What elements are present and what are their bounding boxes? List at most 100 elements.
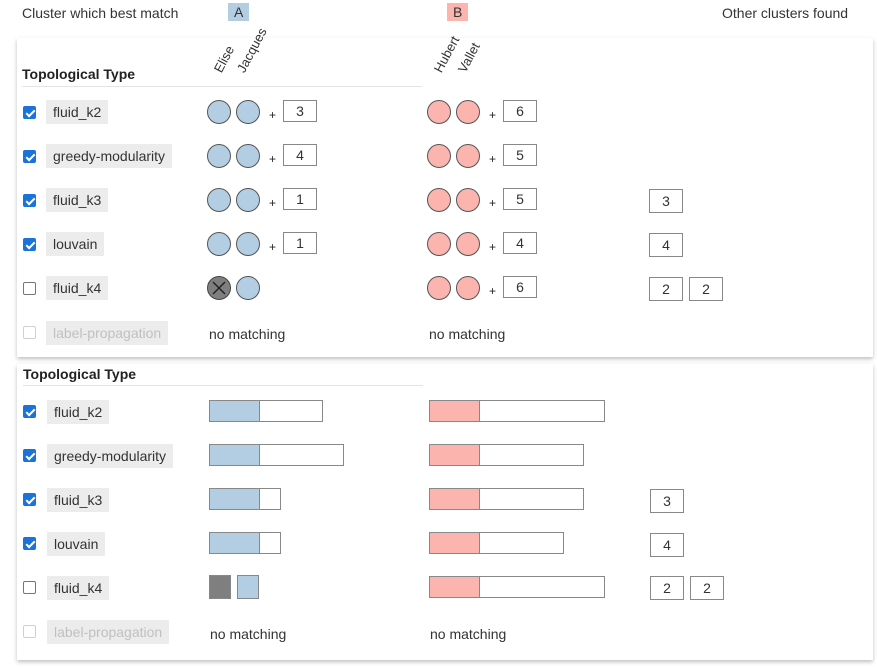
extra-count-a: 3 xyxy=(283,100,317,122)
cluster-a-bar-fill xyxy=(210,401,261,421)
plus-sign: + xyxy=(489,240,497,254)
other-cluster-count: 3 xyxy=(649,189,683,213)
checkbox-fluid-k3[interactable] xyxy=(23,493,36,506)
algo-label-greedy-modularity: greedy-modularity xyxy=(47,444,174,468)
section-divider xyxy=(22,86,422,87)
cluster-b-bar-fill xyxy=(430,533,481,553)
checkbox-label-propagation xyxy=(23,326,36,339)
checkbox-fluid-k4[interactable] xyxy=(23,581,36,594)
checkbox-louvain[interactable] xyxy=(23,238,36,251)
algo-label-louvain: louvain xyxy=(47,532,106,556)
other-cluster-count: 4 xyxy=(649,233,683,257)
member-circle-b xyxy=(456,276,480,300)
other-clusters-header: Other clusters found xyxy=(722,5,849,21)
no-matching-b: no matching xyxy=(430,626,507,642)
member-circle-b xyxy=(427,144,451,168)
member-name-a1: Jacques xyxy=(233,25,270,75)
no-matching-b: no matching xyxy=(429,326,506,342)
missing-member-square xyxy=(209,575,231,599)
section-title-top: Topological Type xyxy=(22,66,136,82)
section-divider xyxy=(23,385,423,386)
cluster-a-bar-fill xyxy=(210,533,260,553)
checkbox-greedy-modularity[interactable] xyxy=(23,150,36,163)
checkbox-fluid-k3[interactable] xyxy=(23,194,36,207)
best-match-header: Cluster which best match xyxy=(22,5,179,21)
member-circle-b xyxy=(456,100,480,124)
member-circle-b xyxy=(427,100,451,124)
other-cluster-count: 2 xyxy=(649,277,683,301)
member-circle-b xyxy=(427,188,451,212)
other-cluster-count: 2 xyxy=(650,576,684,600)
checkbox-fluid-k4[interactable] xyxy=(23,282,36,295)
plus-sign: + xyxy=(489,284,497,298)
no-matching-a: no matching xyxy=(210,626,287,642)
cluster-b-bar xyxy=(429,444,584,466)
extra-count-b: 6 xyxy=(503,100,537,122)
other-cluster-count: 4 xyxy=(650,533,684,557)
cluster-b-bar xyxy=(429,576,605,598)
checkbox-greedy-modularity[interactable] xyxy=(23,449,36,462)
cluster-a-bar-fill xyxy=(210,489,260,509)
extra-count-a: 4 xyxy=(283,144,317,166)
extra-count-b: 4 xyxy=(503,232,537,254)
other-cluster-count: 2 xyxy=(689,277,723,301)
checkbox-fluid-k2[interactable] xyxy=(23,405,36,418)
cluster-a-bar xyxy=(209,444,344,466)
member-circle-a xyxy=(207,100,231,124)
cluster-b-bar-fill xyxy=(430,489,480,509)
extra-count-b: 5 xyxy=(503,144,537,166)
member-name-a0: Elise xyxy=(210,43,238,75)
other-cluster-count: 2 xyxy=(690,576,724,600)
member-circle-a xyxy=(207,188,231,212)
extra-count-b: 6 xyxy=(503,276,537,298)
algo-label-fluid-k2: fluid_k2 xyxy=(47,400,110,424)
section-title-bottom: Topological Type xyxy=(23,366,137,382)
plus-sign: + xyxy=(489,196,497,210)
cluster-b-bar-fill xyxy=(430,401,480,421)
plus-sign: + xyxy=(269,152,277,166)
cluster-a-bar xyxy=(209,532,281,554)
extra-count-b: 5 xyxy=(503,188,537,210)
checkbox-louvain[interactable] xyxy=(23,537,36,550)
algo-label-fluid-k4: fluid_k4 xyxy=(46,276,109,300)
member-circle-a xyxy=(236,188,260,212)
algo-label-label-propagation: label-propagation xyxy=(46,321,169,345)
cluster-a-bar xyxy=(209,488,281,510)
member-circle-b xyxy=(427,276,451,300)
algo-label-label-propagation: label-propagation xyxy=(47,620,170,644)
checkbox-label-propagation xyxy=(23,625,36,638)
plus-sign: + xyxy=(269,196,277,210)
algo-label-fluid-k4: fluid_k4 xyxy=(47,576,110,600)
cluster-b-bar xyxy=(429,488,584,510)
extra-count-a: 1 xyxy=(283,188,317,210)
cluster-b-badge: B xyxy=(447,3,469,21)
top-panel: Topological Type Elise Jacques Hubert Va… xyxy=(17,25,873,357)
missing-member-icon xyxy=(207,276,231,300)
cluster-b-bar-fill xyxy=(430,577,480,597)
member-circle-a xyxy=(207,232,231,256)
plus-sign: + xyxy=(489,152,497,166)
cluster-b-bar xyxy=(429,532,564,554)
algo-label-greedy-modularity: greedy-modularity xyxy=(46,144,173,168)
member-circle-a xyxy=(207,144,231,168)
member-square-a xyxy=(237,575,259,599)
member-circle-a xyxy=(236,232,260,256)
cluster-b-bar xyxy=(429,400,605,422)
algo-label-fluid-k3: fluid_k3 xyxy=(47,488,110,512)
cluster-a-badge: A xyxy=(228,3,250,21)
cluster-a-bar xyxy=(209,400,323,422)
algo-label-fluid-k2: fluid_k2 xyxy=(46,100,109,124)
algo-label-fluid-k3: fluid_k3 xyxy=(46,188,109,212)
cluster-b-bar-fill xyxy=(430,445,480,465)
plus-sign: + xyxy=(269,108,277,122)
plus-sign: + xyxy=(269,240,277,254)
member-circle-b xyxy=(456,232,480,256)
member-circle-b xyxy=(456,188,480,212)
checkbox-fluid-k2[interactable] xyxy=(23,106,36,119)
member-circle-b xyxy=(456,144,480,168)
other-cluster-count: 3 xyxy=(650,489,684,513)
member-circle-a xyxy=(236,100,260,124)
plus-sign: + xyxy=(489,108,497,122)
member-circle-b xyxy=(427,232,451,256)
member-circle-a xyxy=(236,144,260,168)
